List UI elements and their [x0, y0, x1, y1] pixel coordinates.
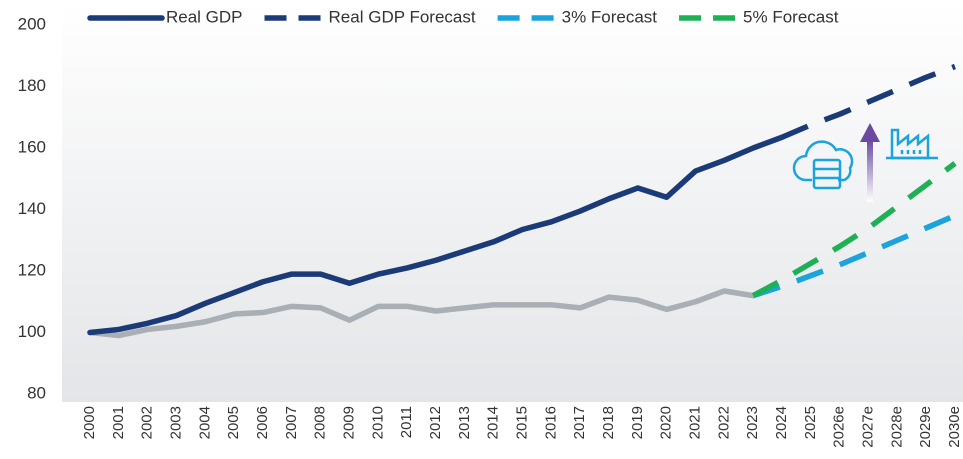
y-tick-label: 100: [18, 322, 46, 341]
x-tick-label: 2027e: [859, 406, 876, 448]
x-tick-label: 2002: [139, 406, 156, 439]
x-tick-label: 2028e: [888, 406, 905, 448]
legend-label: Real GDP Forecast: [329, 7, 476, 26]
x-tick-label: 2020: [658, 406, 675, 439]
x-tick-label: 2006: [254, 406, 271, 439]
x-tick-label: 2025: [802, 406, 819, 439]
x-tick-label: 2008: [312, 406, 329, 439]
x-tick-label: 2022: [715, 406, 732, 439]
x-tick-label: 2030e: [946, 406, 963, 448]
series-line: [751, 161, 957, 299]
x-tick-label: 2018: [600, 406, 617, 439]
x-tick-label: 2019: [629, 406, 646, 439]
legend-label: 3% Forecast: [562, 7, 658, 26]
x-tick-label: 2013: [456, 406, 473, 439]
x-tick-label: 2004: [196, 406, 213, 439]
y-tick-label: 160: [18, 137, 46, 156]
x-tick-label: 2024: [773, 406, 790, 439]
x-tick-label: 2012: [427, 406, 444, 439]
x-tick-label: 2015: [513, 406, 530, 439]
series-line: [752, 213, 957, 299]
x-tick-label: 2029e: [917, 406, 934, 448]
x-tick-label: 2017: [571, 406, 588, 439]
y-tick-label: 140: [18, 199, 46, 218]
x-tick-label: 2005: [225, 406, 242, 439]
legend-label: 5% Forecast: [743, 7, 839, 26]
y-tick-label: 120: [18, 260, 46, 279]
series-line: [87, 134, 785, 336]
y-tick-label: 80: [27, 383, 46, 402]
x-tick-label: 2010: [369, 406, 386, 439]
legend-label: Real GDP: [166, 7, 243, 26]
y-tick-label: 200: [18, 14, 46, 33]
series-line: [87, 288, 756, 339]
x-tick-label: 2009: [340, 406, 357, 439]
x-tick-label: 2011: [398, 406, 415, 438]
x-tick-label: 2021: [686, 406, 703, 439]
x-tick-label: 2014: [485, 406, 502, 439]
series-line: [780, 63, 956, 140]
x-tick-label: 2003: [167, 406, 184, 439]
x-tick-label: 2016: [542, 406, 559, 439]
y-tick-label: 180: [18, 76, 46, 95]
icons: [792, 123, 938, 202]
plot-background: [62, 0, 963, 402]
x-tick-label: 2007: [283, 406, 300, 439]
x-tick-label: 2000: [81, 406, 98, 439]
x-tick-label: 2026e: [831, 406, 848, 448]
x-tick-label: 2001: [110, 406, 127, 439]
x-tick-label: 2023: [744, 406, 761, 439]
